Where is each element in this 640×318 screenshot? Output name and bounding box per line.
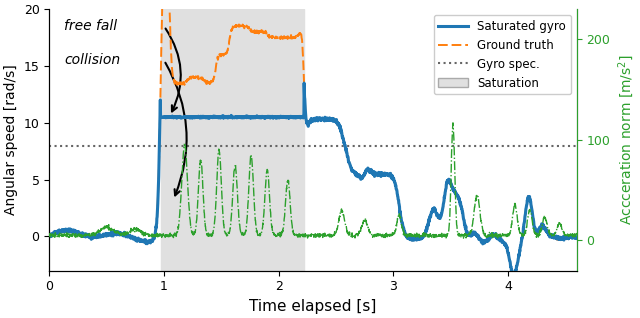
Y-axis label: Angular speed [rad/s]: Angular speed [rad/s]	[4, 65, 18, 215]
Y-axis label: Accceration norm [m/s$^2$]: Accceration norm [m/s$^2$]	[616, 54, 636, 225]
X-axis label: Time elapsed [s]: Time elapsed [s]	[250, 299, 377, 314]
Text: free fall: free fall	[64, 19, 117, 33]
Text: collision: collision	[64, 53, 120, 67]
Legend: Saturated gyro, Ground truth, Gyro spec., Saturation: Saturated gyro, Ground truth, Gyro spec.…	[434, 15, 571, 94]
Bar	[161, 9, 304, 271]
